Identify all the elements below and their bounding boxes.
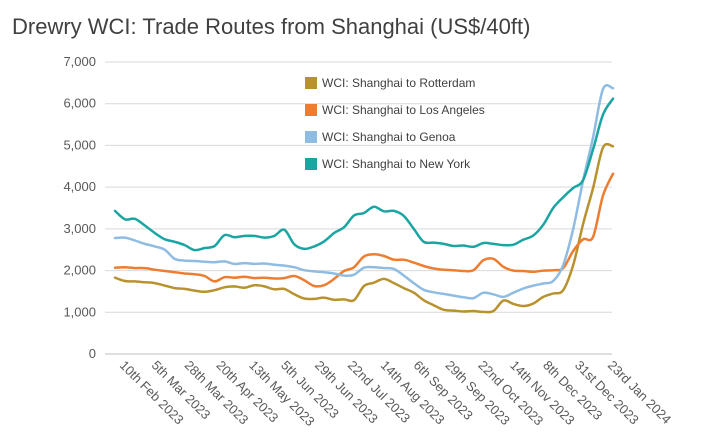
legend-label: WCI: Shanghai to New York [322,157,471,171]
y-tick-label: 2,000 [63,263,96,278]
legend-swatch [305,158,317,170]
legend-swatch [305,77,317,89]
y-tick-label: 4,000 [63,179,96,194]
legend-label: WCI: Shanghai to Los Angeles [322,103,485,117]
series-line-shanghai-to-genoa [113,84,615,300]
legend-swatch [305,104,317,116]
y-tick-label: 6,000 [63,96,96,111]
series-line-shanghai-to-los-angeles [113,172,615,288]
legend-swatch [305,131,317,143]
series-line-shanghai-to-new-york [113,97,615,252]
legend-label: WCI: Shanghai to Genoa [322,130,456,144]
series-lines [113,84,615,314]
series-line-shanghai-to-rotterdam [113,142,615,314]
y-tick-label: 3,000 [63,221,96,236]
y-tick-label: 0 [89,346,96,361]
y-tick-label: 1,000 [63,304,96,319]
legend-label: WCI: Shanghai to Rotterdam [322,76,475,90]
legend: WCI: Shanghai to Rotterdam WCI: Shanghai … [305,76,485,171]
y-axis-labels: 0 1,000 2,000 3,000 4,000 5,000 6,000 7,000 [63,54,96,361]
y-tick-label: 5,000 [63,137,96,152]
y-tick-label: 7,000 [63,54,96,69]
chart-title: Drewry WCI: Trade Routes from Shanghai (… [12,14,531,39]
gridlines [105,61,612,313]
